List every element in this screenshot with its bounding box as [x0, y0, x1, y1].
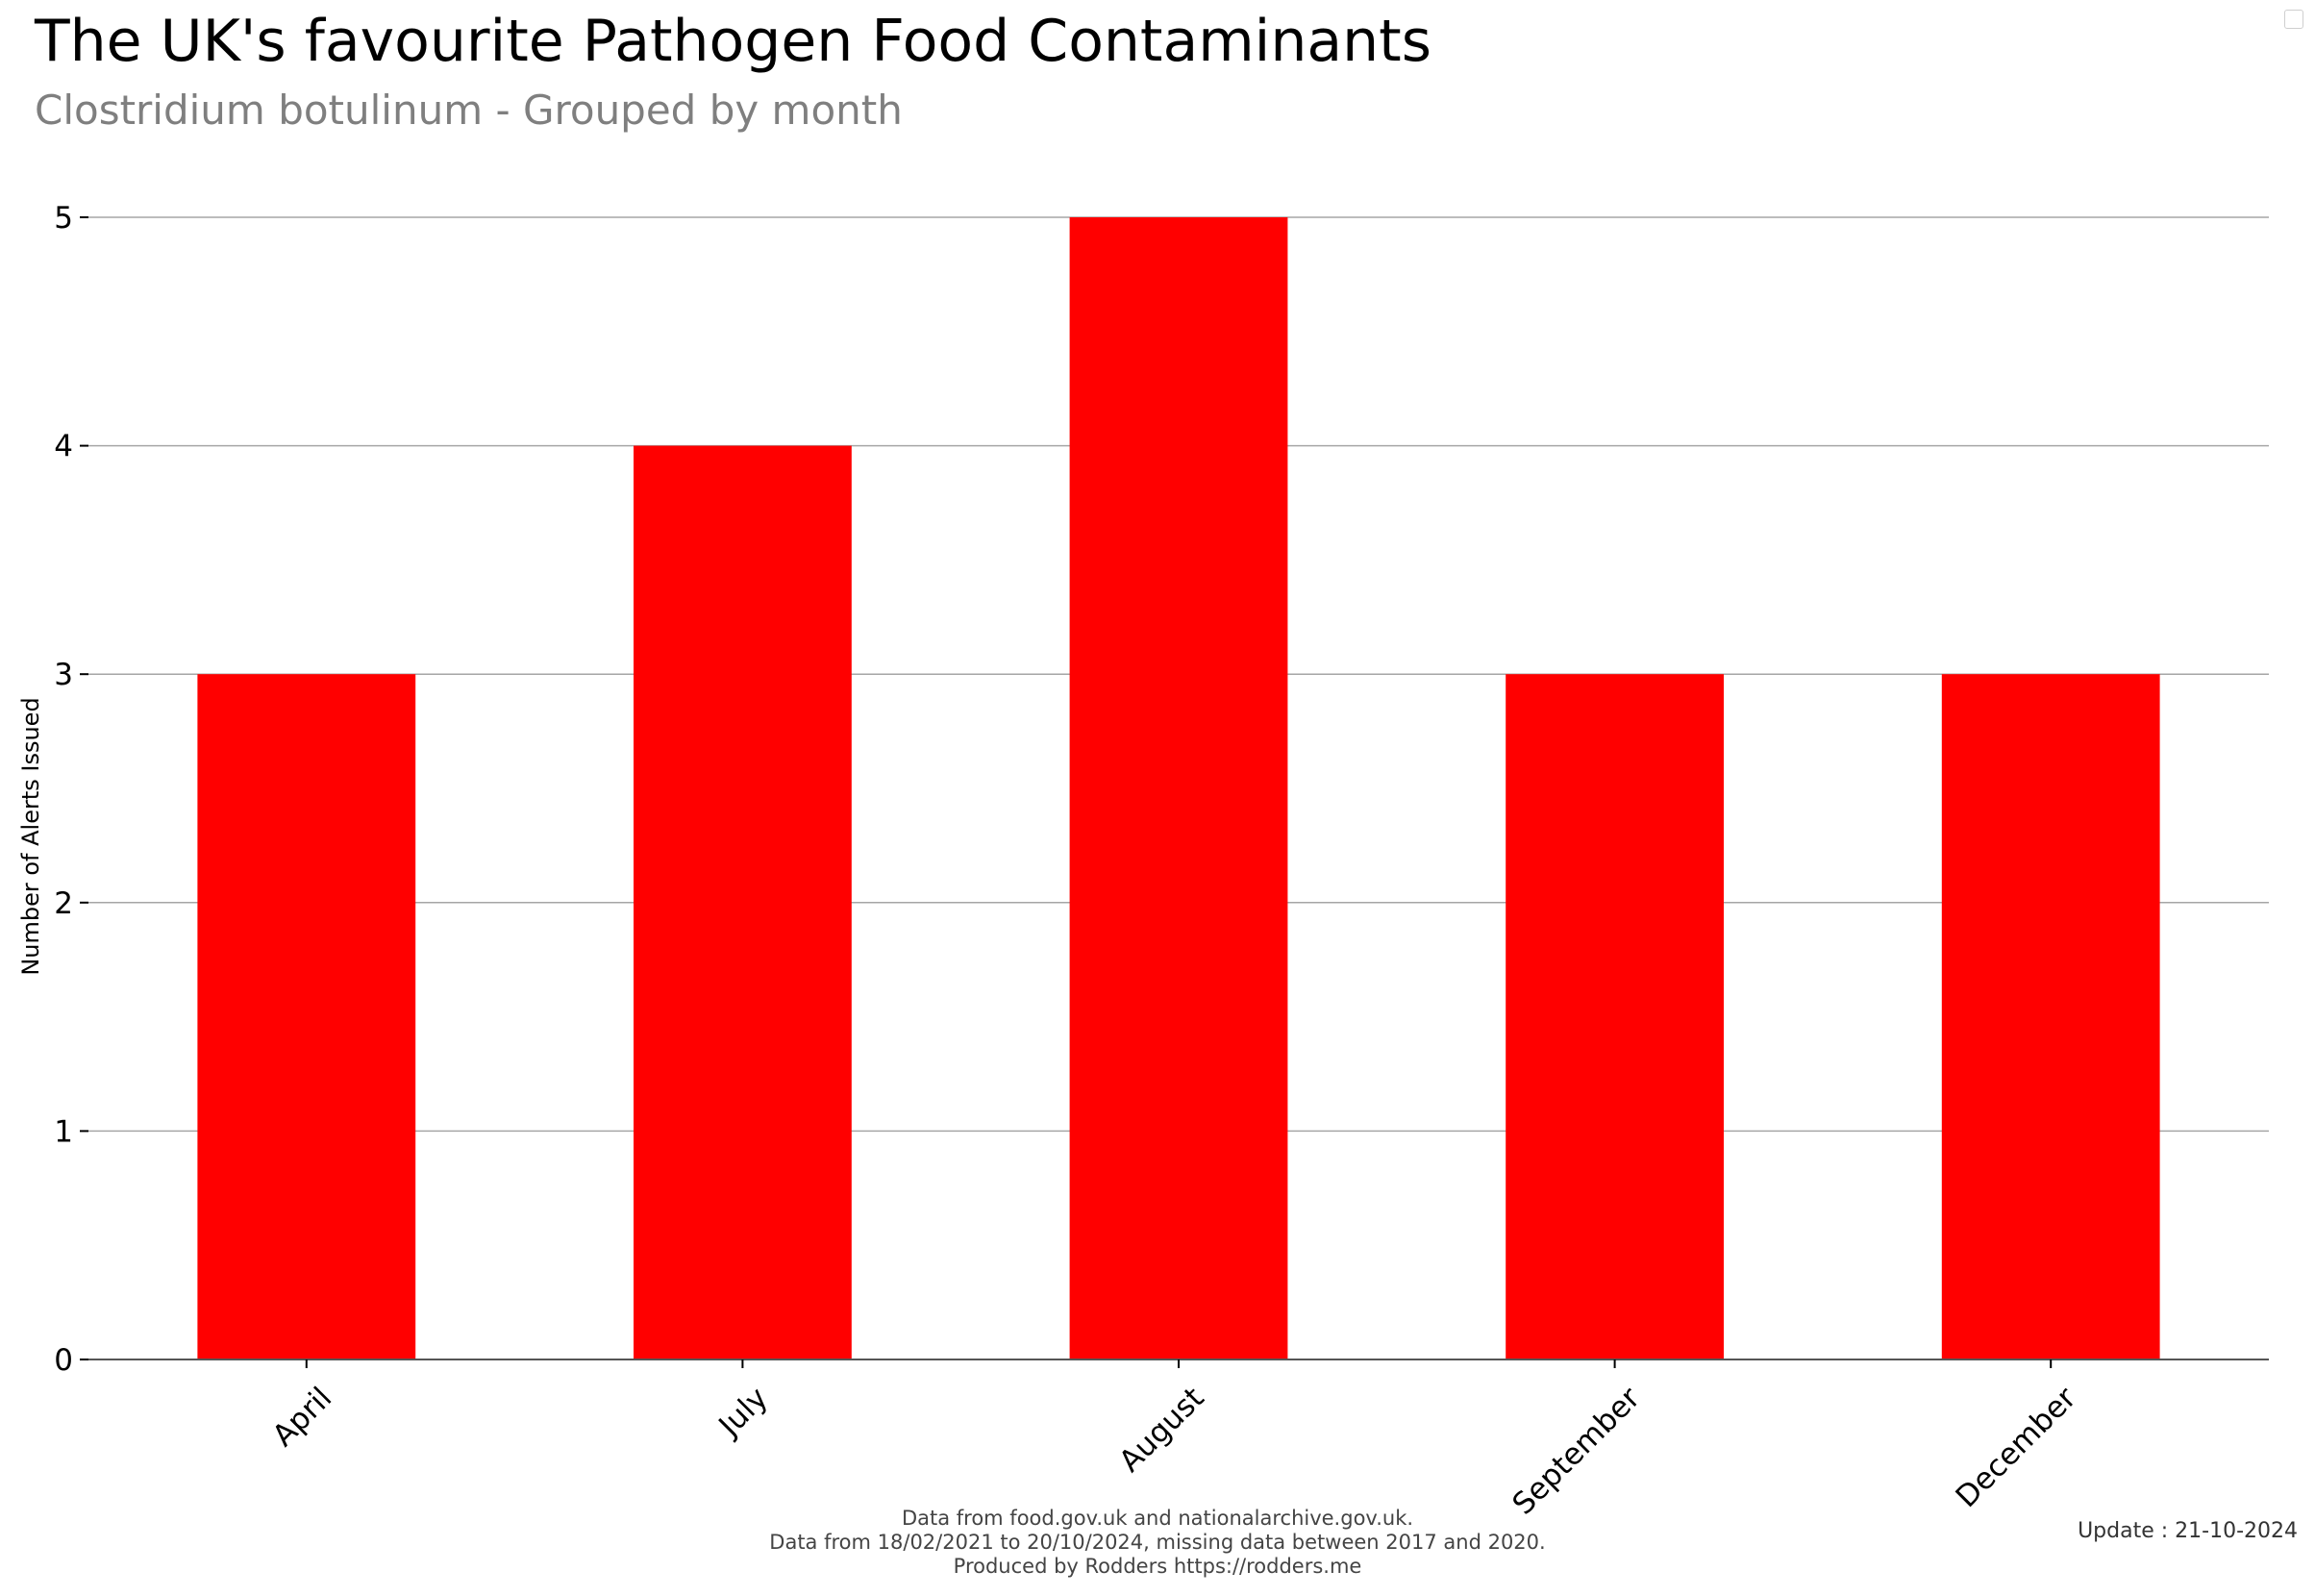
chart-title: The UK's favourite Pathogen Food Contami… [35, 8, 1431, 75]
x-tick-label: July [711, 1381, 775, 1444]
y-tick-label: 2 [54, 886, 73, 921]
bar-july [634, 445, 852, 1360]
footer-line: Produced by Rodders https://rodders.me [953, 1555, 1362, 1578]
y-tick-label: 4 [54, 430, 73, 464]
x-tick-label: August [1112, 1381, 1210, 1479]
y-tick-label: 1 [54, 1114, 73, 1149]
chart-subtitle: Clostridium botulinum - Grouped by month [35, 87, 903, 134]
footer-credits: Data from food.gov.uk and nationalarchiv… [0, 1507, 2315, 1579]
x-tick-label: April [266, 1381, 339, 1454]
bar-september [1506, 674, 1724, 1359]
footer-line: Data from 18/02/2021 to 20/10/2024, miss… [769, 1531, 1546, 1554]
y-tick-label: 0 [54, 1343, 73, 1378]
bars [197, 217, 2160, 1360]
y-axis-label: Number of Alerts Issued [17, 697, 44, 975]
x-tick-label: September [1506, 1381, 1647, 1522]
x-axis: April July August September December [266, 1359, 2083, 1522]
y-axis: 0 1 2 3 4 5 [54, 201, 88, 1378]
bar-april [197, 674, 416, 1359]
bar-december [1941, 674, 2160, 1359]
bar-august [1069, 217, 1288, 1359]
y-tick-label: 3 [54, 658, 73, 692]
update-date: Update : 21-10-2024 [2078, 1519, 2298, 1543]
legend-toggle-checkbox[interactable] [2284, 10, 2303, 29]
x-tick-label: December [1950, 1381, 2083, 1514]
footer-line: Data from food.gov.uk and nationalarchiv… [901, 1507, 1414, 1530]
y-tick-label: 5 [54, 201, 73, 236]
